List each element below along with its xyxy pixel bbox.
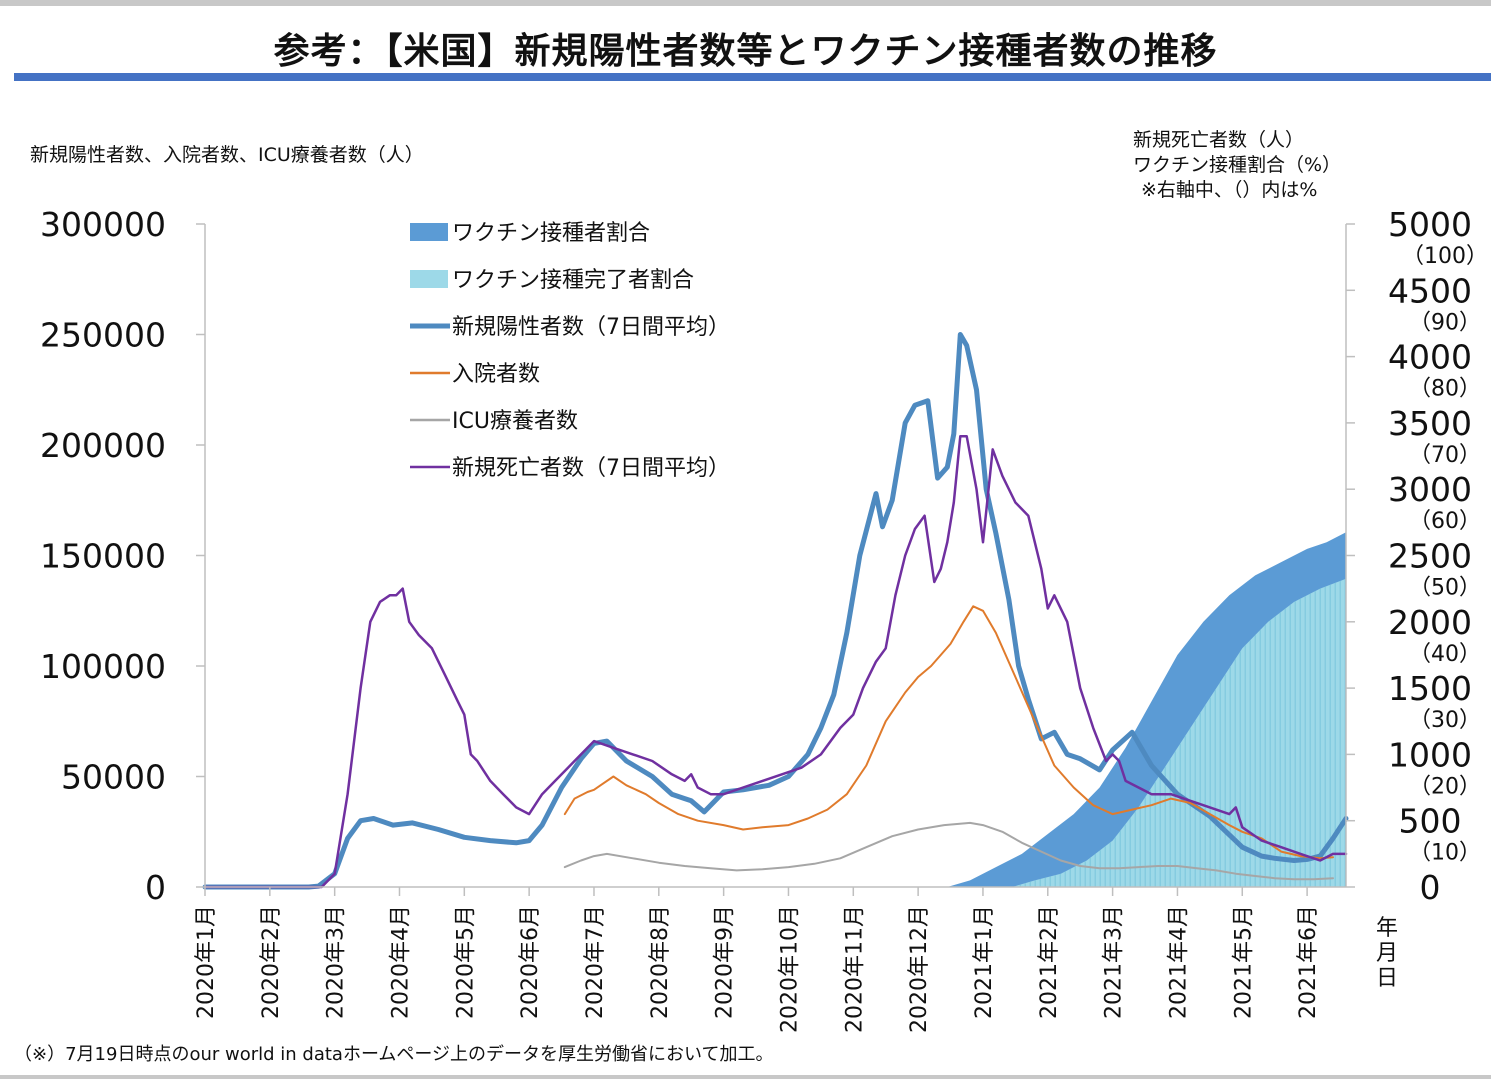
series-line-5 — [203, 434, 1348, 889]
x-tick-label: 2021年2月 — [1037, 905, 1062, 1019]
page-title: 参考：【米国】新規陽性者数等とワクチン接種者数の推移 — [273, 31, 1218, 72]
x-tick-label: 2021年1月 — [972, 905, 997, 1019]
right-tick-label: 4500 — [1388, 271, 1472, 310]
right-tick-label: 500 — [1399, 802, 1462, 841]
x-tick-label: 2020年11月 — [842, 905, 867, 1033]
right-axis-title-line-1: 新規死亡者数（人） — [1132, 129, 1304, 151]
vaccine-areas — [947, 532, 1346, 887]
left-tick-label: 150000 — [40, 537, 166, 576]
legend-label: 新規死亡者数（7日間平均） — [452, 456, 730, 481]
legend-label: ICU療養者数 — [452, 409, 578, 434]
right-tick-label: 3500 — [1388, 404, 1472, 443]
x-tick-label: 2020年6月 — [518, 905, 543, 1019]
right-axis-title-line-3: ※右軸中、（）内は% — [1140, 179, 1318, 201]
series-line-4 — [563, 821, 1334, 881]
right-tick-pct-label: （60） — [1409, 509, 1481, 534]
left-axis-title: 新規陽性者数、入院者数、ICU療養者数（人） — [30, 144, 424, 166]
right-tick-pct-label: （90） — [1409, 310, 1481, 335]
right-tick-label: 2500 — [1388, 537, 1472, 576]
right-tick-pct-label: （10） — [1409, 841, 1481, 866]
right-tick-pct-label: （40） — [1409, 642, 1481, 667]
x-tick-label: 2020年4月 — [388, 905, 413, 1019]
footnote: （※）7月19日時点のour world in dataホームページ上のデータを… — [14, 1044, 774, 1065]
legend-swatch — [410, 223, 448, 241]
right-axis-title-line-2: ワクチン接種割合（%） — [1132, 154, 1341, 176]
legend-label: 新規陽性者数（7日間平均） — [452, 315, 730, 340]
left-tick-label: 250000 — [40, 316, 166, 355]
left-tick-label: 50000 — [61, 758, 166, 797]
legend-swatch — [410, 270, 448, 288]
right-tick-pct-label: （70） — [1409, 443, 1481, 468]
left-tick-label: 300000 — [40, 205, 166, 244]
right-tick-label: 0 — [1420, 868, 1441, 907]
x-tick-label: 2020年9月 — [713, 905, 738, 1019]
left-tick-label: 100000 — [40, 647, 166, 686]
right-tick-pct-label: （80） — [1409, 377, 1481, 402]
x-tick-label: 2020年2月 — [259, 905, 284, 1019]
right-tick-label: 1500 — [1388, 669, 1472, 708]
series-lines — [202, 332, 1349, 890]
right-tick-pct-label: （50） — [1409, 576, 1481, 601]
x-tick-label: 2021年3月 — [1102, 905, 1127, 1019]
legend-label: 入院者数 — [452, 362, 540, 387]
left-tick-label: 200000 — [40, 426, 166, 465]
x-tick-label: 2020年5月 — [453, 905, 478, 1019]
series-line-2 — [202, 332, 1349, 890]
left-tick-label: 0 — [145, 868, 166, 907]
right-tick-pct-label: （30） — [1409, 708, 1481, 733]
legend-label: ワクチン接種者割合 — [452, 221, 650, 246]
x-tick-label: 2020年10月 — [777, 905, 802, 1033]
right-tick-label: 1000 — [1388, 735, 1472, 774]
x-tick-label: 2020年12月 — [907, 905, 932, 1033]
top-border — [0, 0, 1491, 6]
right-axis-title: 新規死亡者数（人） ワクチン接種割合（%） ※右軸中、（）内は% — [1133, 128, 1341, 203]
bottom-border — [0, 1075, 1491, 1079]
title-underline — [14, 73, 1491, 81]
x-tick-label: 2020年7月 — [583, 905, 608, 1019]
legend-label: ワクチン接種完了者割合 — [452, 268, 694, 293]
x-unit-label: 年 — [1376, 916, 1398, 941]
series-line-3 — [563, 605, 1334, 860]
x-tick-label: 2020年8月 — [648, 905, 673, 1019]
area-1 — [1012, 578, 1346, 887]
right-tick-pct-label: （100） — [1402, 244, 1488, 269]
right-tick-label: 4000 — [1388, 338, 1472, 377]
right-tick-pct-label: （20） — [1409, 774, 1481, 799]
x-tick-label: 2021年6月 — [1296, 905, 1321, 1019]
right-tick-label: 2000 — [1388, 603, 1472, 642]
right-tick-label: 5000 — [1388, 205, 1472, 244]
axes: 3000002500002000001500001000005000005000… — [40, 205, 1488, 1033]
x-tick-label: 2021年4月 — [1166, 905, 1191, 1019]
x-unit-label: 月 — [1376, 941, 1398, 966]
right-tick-label: 3000 — [1388, 470, 1472, 509]
x-tick-label: 2020年1月 — [194, 905, 219, 1019]
x-unit-label: 日 — [1376, 966, 1398, 991]
x-tick-label: 2021年5月 — [1231, 905, 1256, 1019]
x-tick-label: 2020年3月 — [324, 905, 349, 1019]
